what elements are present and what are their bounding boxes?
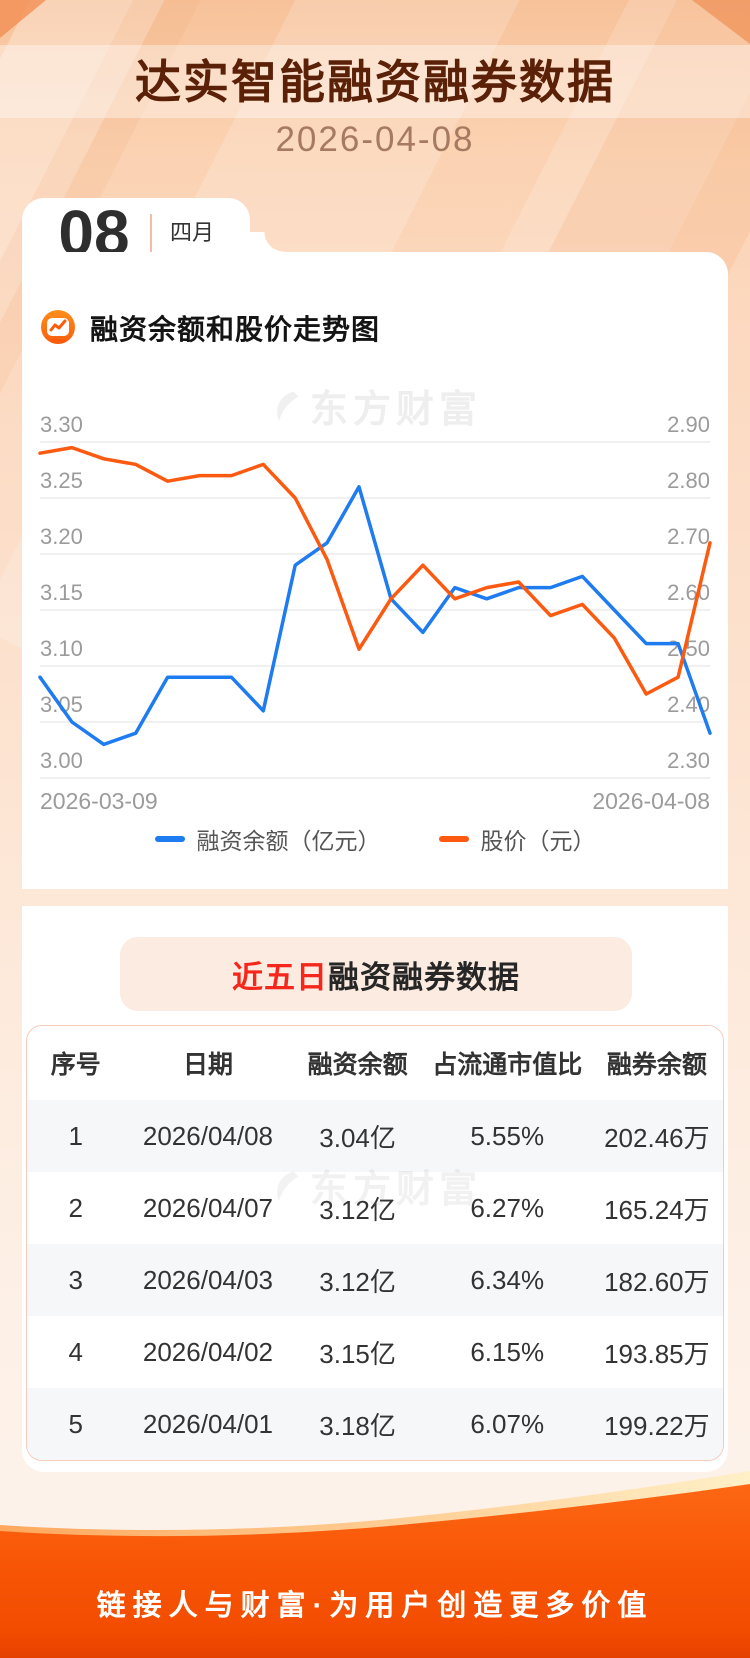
- date-divider: [150, 214, 152, 278]
- table-cell: 2026/04/02: [124, 1316, 292, 1388]
- legend-label: 融资余额（亿元）: [196, 828, 381, 854]
- legend-dash-icon: [438, 836, 469, 842]
- table-cell: 6.34%: [423, 1244, 591, 1316]
- table-column-header: 占流通市值比: [423, 1026, 591, 1100]
- corner-triangle-right: [692, 0, 750, 44]
- chart-heading: 融资余额和股价走势图: [38, 308, 380, 348]
- table-row: 5 2026/04/01 3.18亿 6.07% 199.22万: [27, 1388, 723, 1460]
- table-title-rest: 融资融券数据: [328, 959, 520, 995]
- table-cell: 3: [27, 1244, 125, 1316]
- table-cell: 3.12亿: [291, 1244, 424, 1316]
- date-month: 四月: [170, 220, 215, 245]
- table-cell: 3.12亿: [291, 1172, 424, 1244]
- table-cell: 5: [27, 1388, 125, 1460]
- page-date: 2026-04-08: [275, 120, 475, 159]
- table-cell: 199.22万: [590, 1388, 723, 1460]
- table-body: 1 2026/04/08 3.04亿 5.55% 202.46万 2 2026/04/07 3…: [27, 1100, 723, 1460]
- table-cell: 1: [27, 1100, 125, 1172]
- table-cell: 182.60万: [590, 1244, 723, 1316]
- table-card: 近五日 融资融券数据 序号 日期 融资余额 占流通市值比 融券余额 1 2026/04/08…: [22, 906, 728, 1472]
- margin-data-table: 序号 日期 融资余额 占流通市值比 融券余额 1 2026/04/08 3.04亿 5.55%…: [26, 1025, 724, 1461]
- x-label-start: 2026-03-09: [40, 788, 158, 814]
- chart-legend: 融资余额（亿元） 股价（元）: [22, 822, 728, 856]
- x-axis-labels: 2026-03-09 2026-04-08: [40, 788, 710, 815]
- table-cell: 6.07%: [423, 1388, 591, 1460]
- table-cell: 2026/04/01: [124, 1388, 292, 1460]
- table-header-row: 序号 日期 融资余额 占流通市值比 融券余额: [27, 1026, 723, 1100]
- table-cell: 6.15%: [423, 1316, 591, 1388]
- table-column-header: 融资余额: [291, 1026, 424, 1100]
- legend-item[interactable]: 股价（元）: [438, 822, 596, 856]
- table-cell: 4: [27, 1316, 125, 1388]
- legend-item[interactable]: 融资余额（亿元）: [154, 822, 381, 856]
- table-cell: 202.46万: [590, 1100, 723, 1172]
- table-cell: 3.15亿: [291, 1316, 424, 1388]
- legend-dash-icon: [154, 836, 185, 842]
- footer-wave: [0, 1471, 750, 1658]
- table-row: 3 2026/04/03 3.12亿 6.34% 182.60万: [27, 1244, 723, 1316]
- table-row: 2 2026/04/07 3.12亿 6.27% 165.24万: [27, 1172, 723, 1244]
- table-title-highlight: 近五日: [232, 959, 328, 995]
- footer-slogan: 链接人与财富·为用户创造更多价值: [96, 1590, 654, 1622]
- table-cell: 5.55%: [423, 1100, 591, 1172]
- table-title-banner: 近五日 融资融券数据: [120, 937, 632, 1011]
- table-cell: 2026/04/03: [124, 1244, 292, 1316]
- corner-triangle-left: [0, 0, 46, 38]
- table-cell: 2026/04/08: [124, 1100, 292, 1172]
- table-header: 序号 日期 融资余额 占流通市值比 融券余额: [27, 1026, 723, 1100]
- table-row: 1 2026/04/08 3.04亿 5.55% 202.46万: [27, 1100, 723, 1172]
- chart-heading-label: 融资余额和股价走势图: [90, 314, 381, 345]
- table-cell: 2: [27, 1172, 125, 1244]
- table-column-header: 融券余额: [590, 1026, 723, 1100]
- table-cell: 3.04亿: [291, 1100, 424, 1172]
- title-band: [0, 45, 750, 118]
- table-row: 4 2026/04/02 3.15亿 6.15% 193.85万: [27, 1316, 723, 1388]
- table-cell: 3.18亿: [291, 1388, 424, 1460]
- table-column-header: 日期: [124, 1026, 292, 1100]
- table-column-header: 序号: [27, 1026, 125, 1100]
- chart-monitor-icon: [41, 310, 75, 344]
- x-label-end: 2026-04-08: [592, 788, 710, 814]
- table-cell: 193.85万: [590, 1316, 723, 1388]
- legend-label: 股价（元）: [480, 828, 596, 854]
- date-card-fillet: [250, 232, 284, 252]
- table-cell: 2026/04/07: [124, 1172, 292, 1244]
- table-cell: 6.27%: [423, 1172, 591, 1244]
- page-title: 达实智能融资融券数据: [135, 56, 615, 108]
- date-card: [22, 198, 250, 260]
- table-cell: 165.24万: [590, 1172, 723, 1244]
